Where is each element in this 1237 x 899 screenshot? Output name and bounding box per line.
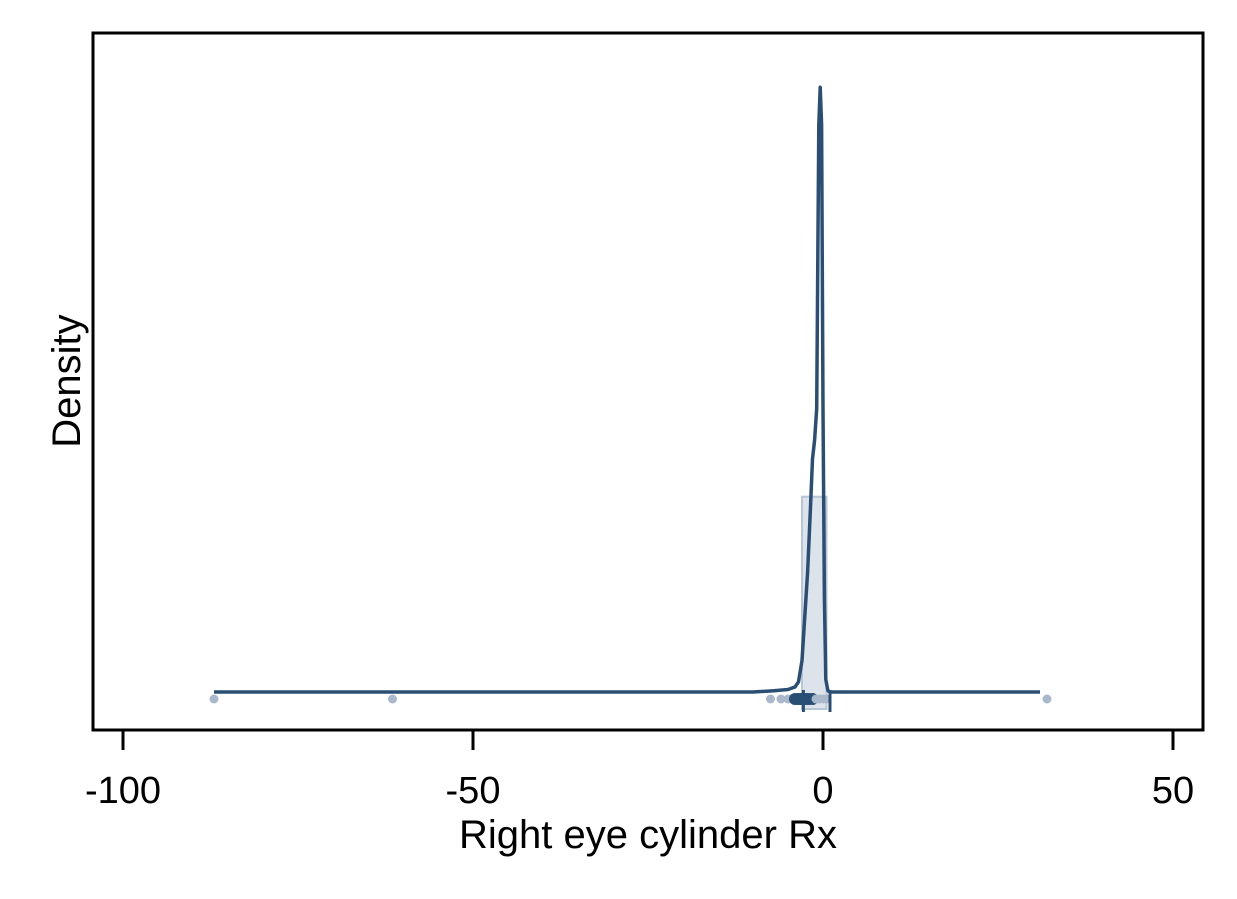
- y-axis-title: Density: [45, 314, 89, 447]
- rug-point: [766, 694, 775, 704]
- density-curve: [214, 85, 1040, 694]
- x-axis-ticks: -100 -50 0 50: [85, 731, 1194, 812]
- plot-frame: [91, 31, 1205, 732]
- x-tick-label: 50: [1152, 770, 1194, 812]
- rug-point: [1042, 694, 1052, 704]
- rug-point: [388, 694, 397, 704]
- rug-layer: [209, 690, 1052, 712]
- rug-point: [209, 694, 219, 704]
- x-tick-label: -50: [446, 770, 501, 812]
- x-tick-label: -100: [85, 770, 161, 812]
- x-tick-label: 0: [812, 770, 833, 812]
- density-curve-layer: [214, 85, 1040, 694]
- x-axis-title: Right eye cylinder Rx: [459, 813, 837, 857]
- rug-point: [776, 694, 786, 704]
